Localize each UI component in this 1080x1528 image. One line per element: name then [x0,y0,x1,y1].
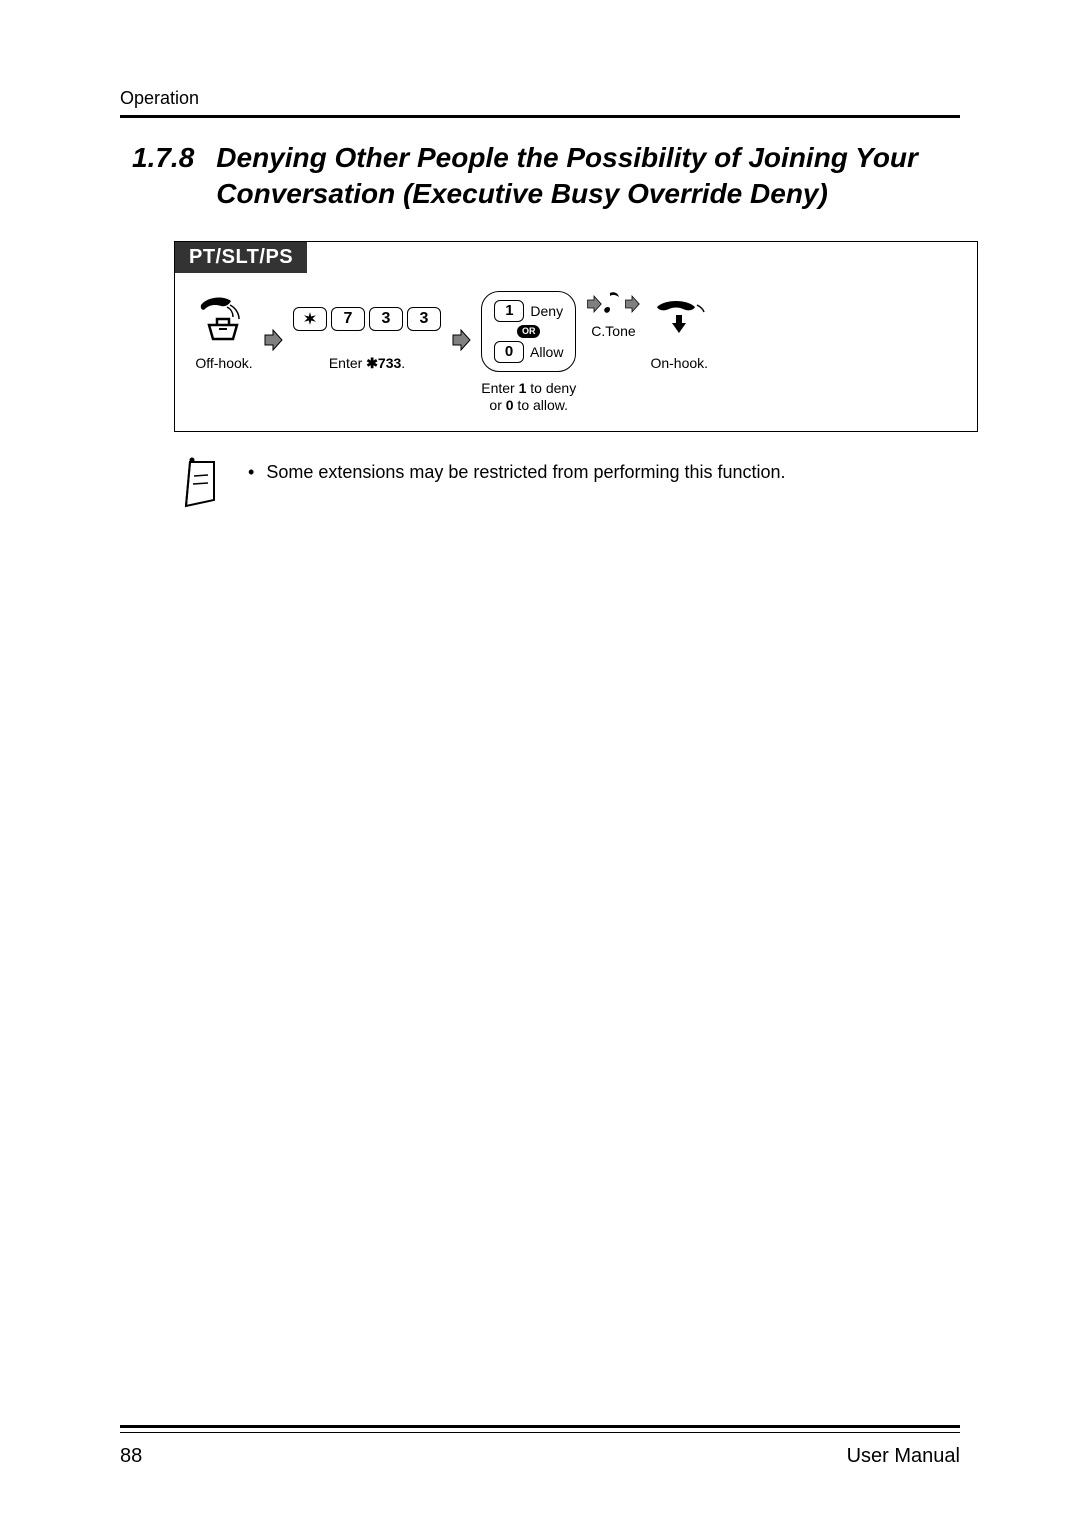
key-allow: 0 [494,341,524,363]
procedure-body: Off-hook. 7 3 3 [175,273,977,431]
choice-deny-row: 1 Deny [494,300,563,322]
musical-note-icon [602,289,624,319]
note-row: • Some extensions may be restricted from… [180,462,960,517]
allow-label: Allow [530,344,563,360]
code-caption-suffix: . [401,355,405,371]
bullet-icon: • [248,462,254,483]
key-deny: 1 [494,300,524,322]
offhook-icon [195,291,253,347]
arrow-icon [624,294,640,314]
offhook-caption: Off-hook. [195,355,252,373]
choice-caption: Enter 1 to deny or 0 to allow. [481,380,576,415]
cc1c: to deny [526,380,576,396]
cc1a: Enter [481,380,518,396]
procedure-box: PT/SLT/PS Off-h [174,241,978,432]
ctone-caption: C.Tone [591,323,635,341]
onhook-icon [651,291,707,347]
arrow-icon [586,294,602,314]
cc2a: or [489,397,505,413]
footer-rule-thick [120,1425,960,1428]
onhook-caption: On-hook. [650,355,708,373]
step-onhook: On-hook. [650,291,708,373]
deny-label: Deny [530,303,563,319]
header-label: Operation [120,88,960,109]
notepad-icon [180,456,224,517]
header-rule [120,115,960,118]
note-content: Some extensions may be restricted from p… [266,462,785,483]
section-number: 1.7.8 [132,140,194,176]
footer-label: User Manual [847,1445,960,1468]
code-caption-prefix: Enter [329,355,366,371]
code-caption: Enter ✱733. [329,355,405,373]
choice-box: 1 Deny OR 0 Allow [481,291,576,372]
footer-line: 88 User Manual [120,1445,960,1468]
note-text: • Some extensions may be restricted from… [248,462,786,483]
step-ctone: C.Tone [586,289,640,341]
cc2b: 0 [506,397,514,413]
step-choice: 1 Deny OR 0 Allow Enter 1 to deny or 0 t… [481,291,576,415]
key-star [293,307,327,331]
section-title: 1.7.8 Denying Other People the Possibilit… [132,140,960,213]
code-caption-code: 733 [378,355,401,371]
code-keys: 7 3 3 [293,291,441,347]
page-number: 88 [120,1445,142,1468]
key-3a: 3 [369,307,403,331]
page: Operation 1.7.8 Denying Other People the … [0,0,1080,1528]
step-code: 7 3 3 Enter ✱733. [293,291,441,373]
footer: 88 User Manual [120,1425,960,1468]
footer-rule-thin [120,1432,960,1433]
procedure-tab: PT/SLT/PS [175,242,307,273]
key-7: 7 [331,307,365,331]
section-title-text: Denying Other People the Possibility of … [216,140,936,213]
arrow-icon [451,329,471,351]
choice-allow-row: 0 Allow [494,341,563,363]
or-badge: OR [517,325,541,338]
cc2c: to allow. [514,397,568,413]
step-offhook: Off-hook. [195,291,253,373]
key-3b: 3 [407,307,441,331]
arrow-icon [263,329,283,351]
